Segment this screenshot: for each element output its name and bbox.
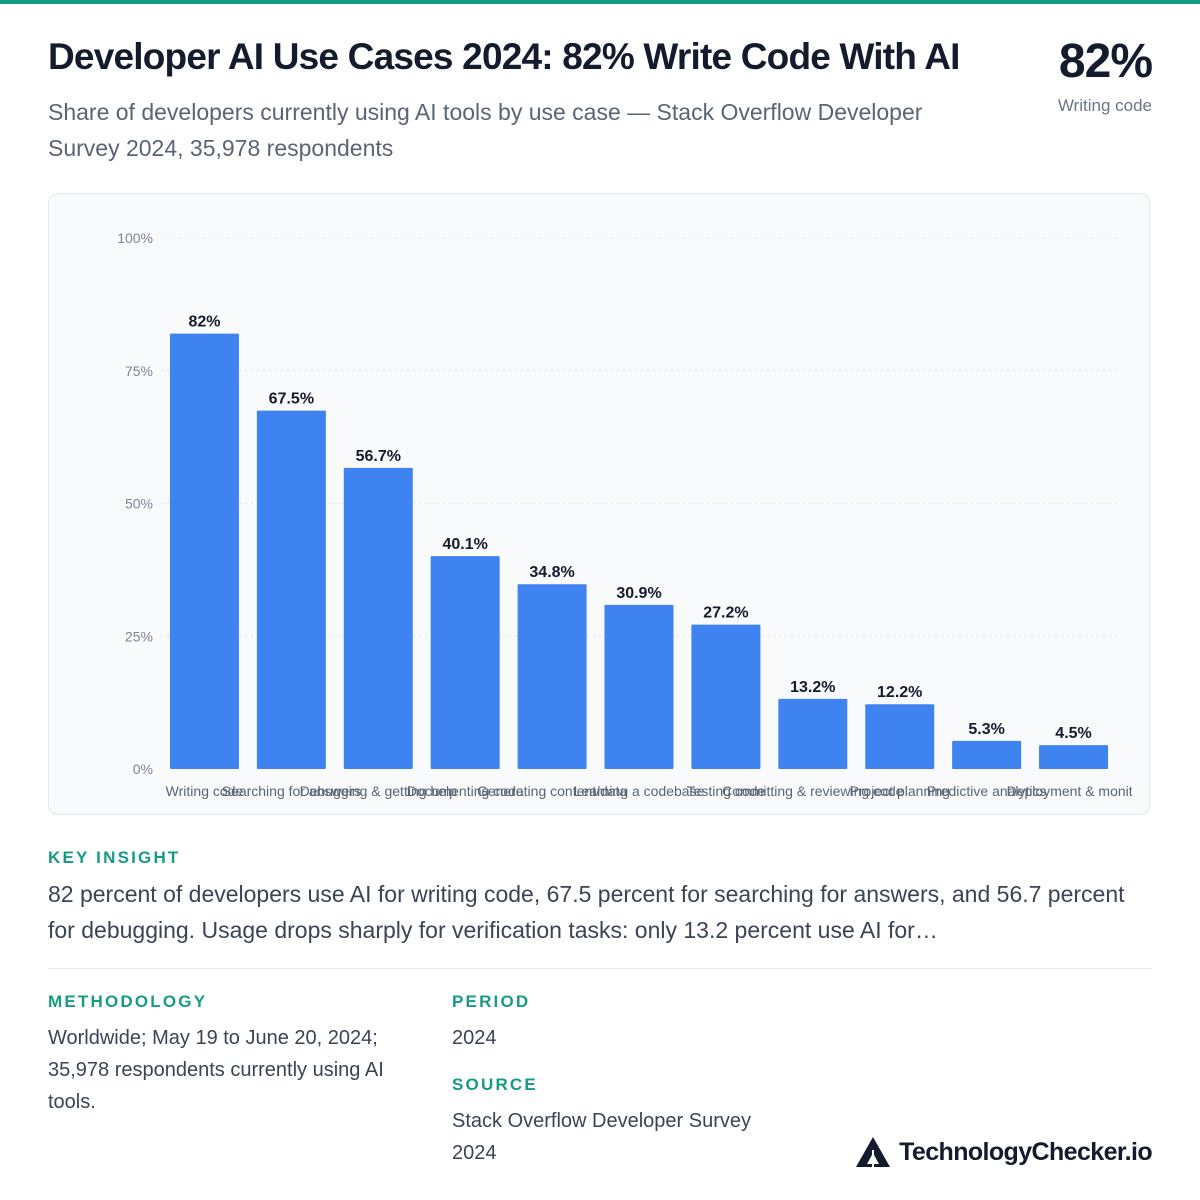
- headline-stat: 82% Writing code: [1057, 34, 1153, 116]
- bar-value-label: 67.5%: [269, 391, 314, 408]
- bar: [517, 584, 587, 769]
- source-label: SOURCE: [452, 1075, 538, 1094]
- methodology-label: METHODOLOGY: [48, 992, 208, 1011]
- brand: TechnologyChecker.io: [855, 1136, 1153, 1168]
- y-tick-label: 25%: [125, 628, 153, 644]
- bar: [691, 624, 761, 769]
- bar-value-label: 56.7%: [356, 448, 401, 465]
- page-subtitle: Share of developers currently using AI t…: [48, 99, 923, 161]
- bar: [256, 410, 326, 769]
- bar-value-label: 27.2%: [703, 605, 748, 622]
- x-tick-label: Searching for answers: [222, 783, 361, 799]
- bar: [952, 740, 1022, 769]
- x-tick-label: Documenting code: [407, 783, 524, 799]
- bar-chart: 0% 25% 50% 75% 100% 82% Writing code 67.5% Searc…: [117, 230, 1141, 799]
- period-label: PERIOD: [452, 992, 531, 1011]
- y-tick-label: 75%: [125, 363, 153, 379]
- bar-value-label: 12.2%: [877, 684, 922, 701]
- bar-value-label: 40.1%: [442, 536, 487, 553]
- x-tick-label: Debugging & getting help: [300, 783, 457, 799]
- triangle-logo-icon: [856, 1137, 891, 1167]
- bar-value-label: 4.5%: [1055, 725, 1091, 742]
- headline-stat-value: 82%: [1058, 35, 1153, 88]
- page-title: Developer AI Use Cases 2024: 82% Write C…: [48, 36, 960, 77]
- bar: [865, 704, 935, 769]
- x-tick-label: Predictive analytics: [927, 783, 1047, 799]
- bar-value-label: 82%: [188, 314, 220, 331]
- top-accent-rule: [0, 0, 1200, 4]
- y-tick-label: 100%: [117, 230, 153, 246]
- insight-label: KEY INSIGHT: [48, 848, 181, 867]
- bar-value-label: 13.2%: [790, 679, 835, 696]
- bar: [343, 467, 413, 769]
- bar: [604, 604, 674, 769]
- bar: [430, 556, 500, 769]
- period-text: 2024: [452, 1027, 497, 1049]
- y-tick-label: 0%: [133, 761, 153, 777]
- bar-value-label: 34.8%: [529, 564, 574, 581]
- source-text: Stack Overflow Developer Survey 2024: [452, 1110, 752, 1164]
- bar: [169, 333, 239, 769]
- x-tick-label: Generating content/data: [477, 783, 627, 799]
- x-tick-label: Testing code: [687, 783, 766, 799]
- x-tick-label: Deployment & monito: [1007, 783, 1141, 799]
- bar-value-label: 30.9%: [616, 585, 661, 602]
- insight-text: 82 percent of developers use AI for writ…: [48, 881, 1125, 943]
- y-tick-label: 50%: [125, 496, 153, 512]
- headline-stat-label: Writing code: [1057, 96, 1152, 115]
- bar: [1039, 745, 1109, 769]
- brand-name: TechnologyChecker.io: [899, 1137, 1152, 1166]
- x-tick-label: Learning a codebase: [574, 783, 705, 799]
- x-tick-label: Project planning: [850, 783, 950, 799]
- section-divider: [48, 968, 1152, 969]
- methodology-text: Worldwide; May 19 to June 20, 2024; 35,9…: [48, 1027, 384, 1113]
- x-tick-label: Committing & reviewing code: [722, 783, 904, 799]
- bar: [778, 698, 848, 769]
- x-tick-label: Writing code: [166, 783, 244, 799]
- bar-value-label: 5.3%: [968, 721, 1004, 738]
- chart-card: 0% 25% 50% 75% 100% 82% Writing code 67.5% Searc…: [48, 193, 1150, 815]
